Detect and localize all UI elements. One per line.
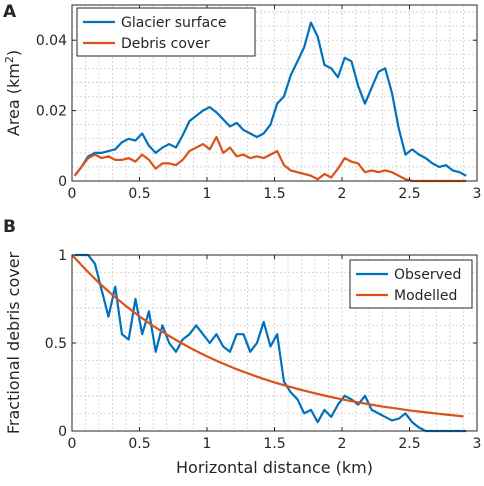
panel-b-x-tick-label: 0 — [68, 436, 77, 452]
panel-a-y-axis-label: Area (km2) — [3, 50, 23, 136]
panel-a-x-tick-label: 0.5 — [128, 186, 150, 202]
panel-a-legend-label: Glacier surface — [121, 15, 226, 31]
panel-a-legend-label: Debris cover — [121, 36, 210, 52]
panel-b-legend-label: Modelled — [394, 288, 457, 304]
panel-b-y-axis-label: Fractional debris cover — [4, 251, 23, 434]
panel-a-x-tick-label: 1.5 — [263, 186, 285, 202]
panel-a-y-tick-label: 0.02 — [36, 104, 67, 120]
panel-a-y-tick-label: 0.04 — [36, 33, 67, 49]
panel-b-x-tick-label: 2 — [338, 436, 347, 452]
panel-a-x-tick-label: 0 — [68, 186, 77, 202]
panel-b: 0 0.5 1 1.5 2 2.5 3 0 0.5 1 Fractional debris cove… — [3, 217, 481, 477]
panel-a-x-tick-label: 2.5 — [398, 186, 420, 202]
panel-b-y-tick-label: 0.5 — [45, 336, 67, 352]
panel-a-letter: A — [3, 2, 17, 22]
panel-a-x-tick-label: 2 — [338, 186, 347, 202]
panel-b-legend-label: Observed — [394, 267, 461, 283]
panel-b-x-tick-label: 1.5 — [263, 436, 285, 452]
panel-b-y-tick-label: 1 — [58, 248, 67, 264]
panel-b-x-tick-label: 2.5 — [398, 436, 420, 452]
panel-a-y-tick-label: 0 — [58, 174, 67, 190]
panel-b-y-tick-label: 0 — [58, 424, 67, 440]
panel-b-series-observed-line — [74, 253, 467, 433]
panel-b-x-axis-label: Horizontal distance (km) — [176, 458, 373, 477]
panel-b-legend-box — [349, 259, 473, 309]
panel-b-x-tick-label: 3 — [473, 436, 482, 452]
panel-a-series-debris-cover-line — [73, 135, 467, 183]
panel-b-letter: B — [3, 217, 16, 237]
panel-b-x-tick-label: 1 — [203, 436, 212, 452]
panel-a-x-tick-label: 3 — [473, 186, 482, 202]
panel-a: 0 0.5 1 1.5 2 2.5 3 0 0.02 0.04 Area (km2) Glacier … — [3, 2, 481, 202]
panel-a-series-glacier-surface-line — [73, 21, 467, 177]
panel-a-legend-box — [76, 7, 256, 57]
panel-b-series-modelled-line — [71, 254, 464, 418]
panel-b-x-tick-label: 0.5 — [128, 436, 150, 452]
panel-a-x-tick-label: 1 — [203, 186, 212, 202]
